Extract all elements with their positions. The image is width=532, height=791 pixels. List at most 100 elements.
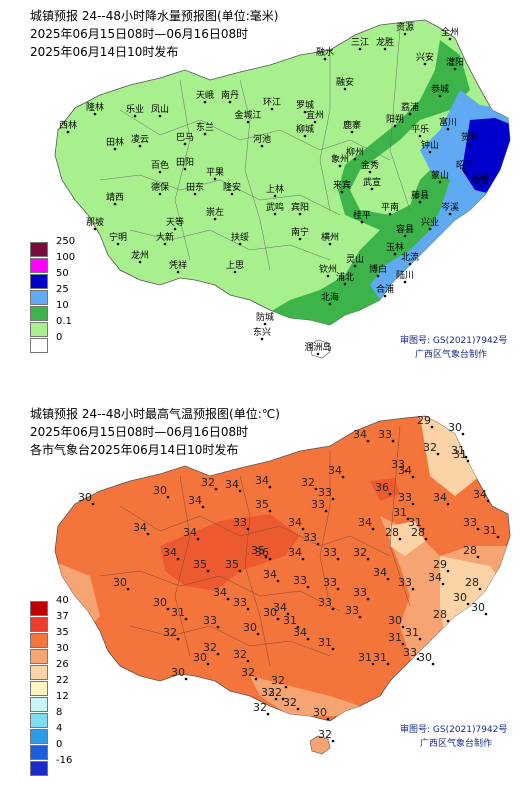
station-dot [306,637,310,641]
city-label: 三江 [351,37,369,48]
rain-city-labels: 资源 全州三江 龙胜兴安 灌阳融安恭城隆林西林 乐业 凤山 天峨 南丹环江金城江东兰 宜州田林凌… [59,22,489,356]
station-dot [113,202,117,206]
station-dot [341,475,345,479]
temperature-forecast-panel: 29 30 34 33 32 31 34 33 34 31 36 33 34 34 32 33 33 31 34 31… [0,396,532,791]
city-label: 来宾 [333,179,351,191]
station-dot [424,537,428,541]
station-dot [268,485,272,489]
station-dot [496,535,500,539]
station-dot [298,237,302,241]
temp-map-approval-no: 审图号: GS(2021)7942号 [400,725,508,735]
temp-legend-label: 37 [56,611,69,622]
station-dot [138,144,142,148]
station-dot [316,542,320,546]
station-dot [273,212,277,216]
temperature-value: 33 [303,531,317,544]
station-dot [478,587,482,591]
temperature-value: 30 [113,576,127,589]
temperature-value: 34 [288,516,302,529]
city-label: 灵山 [346,254,364,265]
station-dot [403,234,407,238]
city-label: 武宣 [363,176,381,188]
city-label: 藤县 [411,189,429,201]
city-label: 宾阳 [291,201,309,213]
temperature-value: 34 [398,464,412,477]
station-dot [324,509,328,513]
station-dot [166,495,170,499]
station-dot [306,585,310,589]
temperature-value: 34 [213,586,227,599]
station-dot [464,455,468,459]
station-dot [418,637,422,641]
temp-city-boundaries [99,425,411,667]
station-dot [163,242,167,246]
rain-map-approval-no: 审图号: GS(2021)7942号 [400,336,508,346]
station-dot [196,537,200,541]
rain-legend-swatch [30,306,48,321]
station-dot [331,739,335,743]
station-dot [216,625,220,629]
station-dot [438,180,442,184]
temperature-value: 33 [391,458,405,471]
station-dot [91,502,95,506]
station-dot [176,637,180,641]
station-dot [448,37,452,41]
station-dot [343,87,347,91]
island-weizhou [309,339,331,359]
rain-legend-swatch [30,338,48,353]
station-dot [388,212,392,216]
temperature-value: 33 [203,614,217,627]
city-label: 田阳 [176,157,194,168]
station-dot [446,619,450,623]
rain-map-title: 城镇预报 24--48小时降水量预报图(单位:毫米) [30,9,279,23]
city-label: 隆安 [223,181,241,193]
temperature-value: 31 [283,614,297,627]
temp-37-north [370,478,400,501]
city-label: 玉林 [386,241,404,253]
station-dot [391,439,395,443]
temperature-value: 30 [388,614,402,627]
station-dot [453,67,457,71]
city-label: 罗城 [296,100,314,111]
temperature-value: 30 [453,591,467,604]
city-label: 凌云 [131,133,149,145]
temperature-value: 28 [433,608,447,621]
station-dot [353,264,357,268]
temperature-value: 33 [323,576,337,589]
station-dot [468,142,472,146]
station-dot [404,469,408,473]
temperature-value: 29 [417,414,431,427]
temperature-value: 31 [358,651,372,664]
station-dot [266,712,270,716]
station-dot [166,607,170,611]
station-dot [428,150,432,154]
temp-legend-label: 26 [56,659,69,670]
temperature-value: 33 [378,428,392,441]
station-dot [366,439,370,443]
temp-legend-label: 35 [56,627,69,638]
city-label: 荔浦 [401,101,419,113]
station-dot [66,130,70,134]
temperature-value: 33 [398,491,412,504]
station-dot [350,130,354,134]
city-label: 东兴 [253,326,271,338]
city-label: 金秀 [361,159,379,171]
temperature-value: 34 [263,568,277,581]
station-dot [393,252,397,256]
temperature-value: 34 [358,516,372,529]
station-dot [238,242,242,246]
temperature-value: 33 [233,596,247,609]
temperature-value: 32 [301,476,315,489]
city-label: 北流 [401,251,419,263]
station-dot [233,270,237,274]
station-dot [296,707,300,711]
station-dot [383,47,387,51]
station-dot [213,217,217,221]
city-label: 龙州 [131,249,149,261]
temperature-value: 36 [375,481,389,494]
station-dot [331,497,335,501]
station-dot [303,110,307,114]
city-label: 南宁 [291,226,309,238]
station-dot [416,657,420,661]
city-label: 天等 [166,216,184,228]
